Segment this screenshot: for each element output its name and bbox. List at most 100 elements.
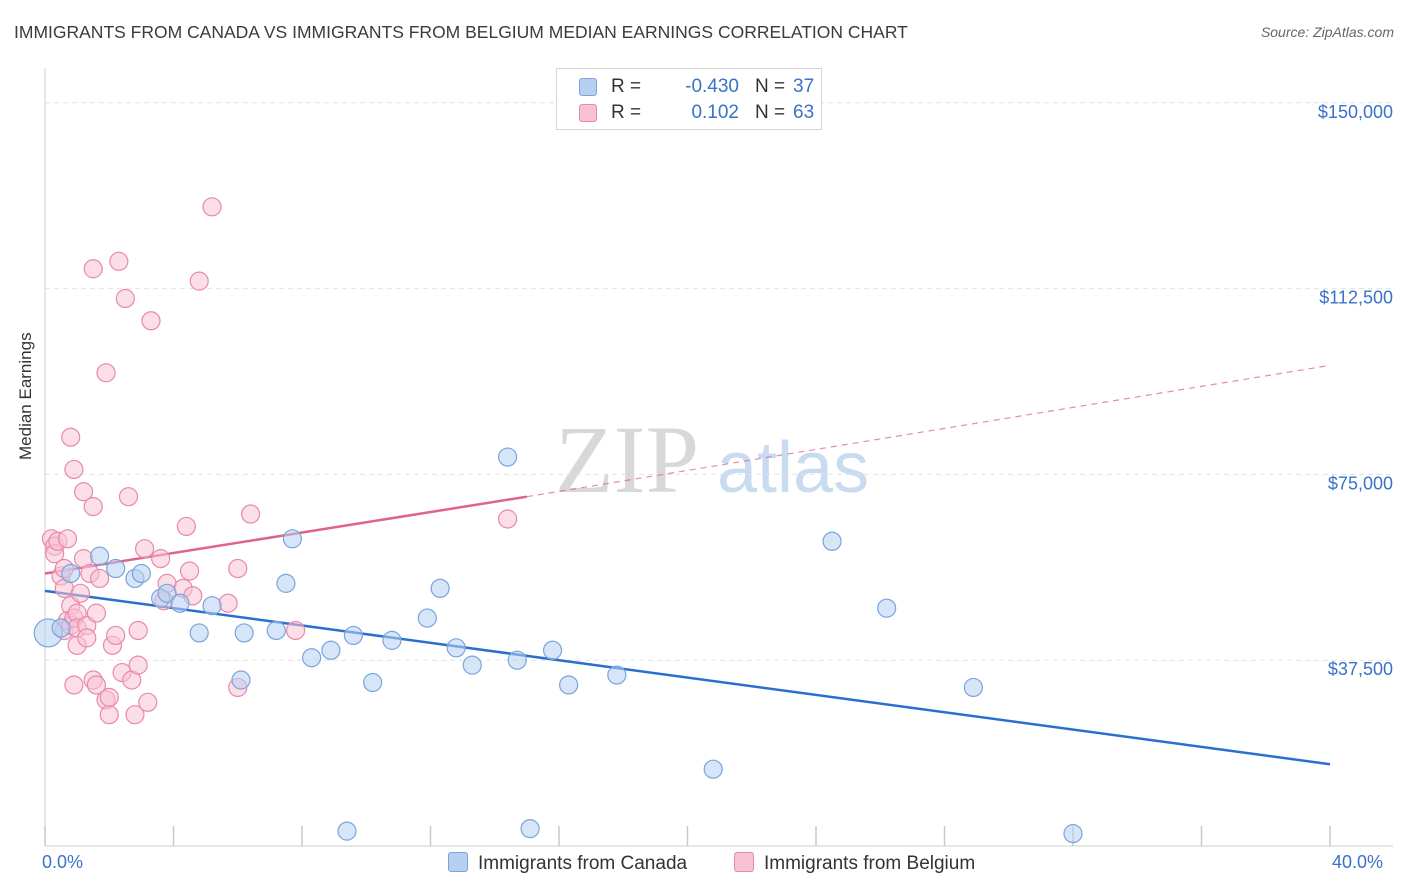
chart-title: IMMIGRANTS FROM CANADA VS IMMIGRANTS FRO… — [14, 22, 908, 42]
point-canada — [90, 546, 110, 566]
y-tick-label: $37,500 — [1328, 659, 1393, 679]
trend-line-belgium-extension — [526, 364, 1331, 498]
point-belgium — [64, 459, 84, 480]
canada-swatch — [579, 78, 597, 96]
point-canada — [498, 447, 518, 467]
point-belgium — [109, 251, 129, 271]
point-canada — [446, 638, 466, 658]
point-canada — [61, 563, 81, 584]
legend-item-canada[interactable]: Immigrants from Canada — [448, 852, 687, 875]
point-canada — [607, 665, 627, 685]
point-canada — [337, 821, 357, 841]
point-belgium — [86, 675, 107, 695]
point-belgium — [138, 692, 158, 712]
n-value: 37 — [793, 76, 815, 97]
grid — [45, 102, 1393, 661]
n-label: N = — [755, 102, 786, 123]
correlation-legend: R = -0.430 N = 37 R = 0.102 N = 63 — [556, 68, 822, 130]
y-tick-label: $112,500 — [1319, 288, 1393, 308]
point-canada — [382, 630, 402, 650]
point-belgium — [106, 625, 126, 646]
watermark: ZIP atlas — [555, 406, 869, 513]
point-canada — [1063, 824, 1083, 844]
legend-label-canada: Immigrants from Canada — [478, 853, 688, 874]
n-value: 63 — [793, 102, 815, 123]
point-belgium — [83, 259, 103, 279]
point-canada — [430, 578, 450, 598]
point-canada — [703, 759, 723, 779]
points-canada — [33, 447, 1083, 844]
point-canada — [202, 596, 222, 616]
legend-item-belgium[interactable]: Immigrants from Belgium — [734, 852, 975, 875]
r-label: R = — [611, 102, 642, 123]
point-canada — [877, 598, 897, 618]
point-canada — [51, 618, 71, 638]
x-tick-max: 40.0% — [1332, 852, 1384, 872]
point-belgium — [218, 593, 238, 613]
point-canada — [231, 670, 251, 690]
point-canada — [157, 583, 177, 603]
r-value: 0.102 — [691, 102, 739, 123]
point-belgium — [228, 558, 248, 579]
trend-line-canada — [44, 589, 1331, 766]
point-canada — [266, 620, 286, 641]
point-canada — [462, 655, 482, 675]
point-belgium — [151, 549, 171, 569]
point-canada — [302, 648, 322, 668]
point-belgium — [115, 288, 135, 309]
point-canada — [507, 650, 527, 670]
point-belgium — [128, 620, 148, 641]
point-canada — [234, 623, 254, 643]
point-belgium — [202, 197, 222, 217]
watermark-zip: ZIP — [555, 406, 699, 513]
point-belgium — [134, 539, 155, 559]
point-belgium — [141, 311, 161, 331]
point-belgium — [77, 628, 97, 648]
y-tick-labels: $37,500 $75,000 $112,500 $150,000 — [1318, 102, 1393, 679]
point-belgium — [179, 561, 200, 581]
point-belgium — [70, 583, 90, 603]
point-canada — [343, 625, 363, 646]
point-canada — [276, 573, 296, 593]
point-canada — [963, 677, 984, 698]
belgium-swatch — [579, 104, 597, 122]
point-belgium — [285, 620, 306, 641]
point-belgium — [90, 568, 110, 589]
point-belgium — [86, 603, 107, 623]
point-belgium — [125, 705, 145, 725]
y-tick-label: $75,000 — [1328, 473, 1393, 493]
point-canada — [417, 608, 437, 628]
point-belgium — [189, 271, 209, 291]
point-canada — [282, 529, 302, 549]
x-tick-min: 0.0% — [42, 852, 84, 872]
point-canada — [559, 675, 579, 695]
point-belgium — [83, 496, 103, 517]
point-canada — [542, 640, 563, 660]
point-belgium — [128, 655, 148, 675]
point-belgium — [64, 675, 84, 695]
r-value: -0.430 — [685, 76, 739, 97]
point-canada — [321, 640, 341, 660]
point-belgium — [99, 687, 119, 707]
point-belgium — [498, 509, 518, 529]
point-belgium — [73, 482, 94, 502]
source-label: Source: ZipAtlas.com — [1260, 24, 1394, 40]
belgium-legend-swatch — [734, 852, 754, 872]
point-canada — [363, 672, 383, 693]
y-tick-label: $150,000 — [1318, 102, 1393, 122]
canada-legend-swatch — [448, 852, 468, 872]
r-label: R = — [611, 76, 642, 97]
watermark-atlas: atlas — [717, 428, 869, 508]
point-canada — [189, 623, 209, 643]
n-label: N = — [755, 76, 786, 97]
point-canada — [520, 819, 540, 839]
y-axis-title: Median Earnings — [16, 332, 35, 460]
point-belgium — [176, 516, 196, 537]
point-canada — [822, 531, 842, 551]
point-belgium — [241, 504, 261, 524]
point-canada — [106, 558, 126, 579]
point-canada — [131, 563, 151, 584]
point-belgium — [99, 705, 119, 725]
point-belgium — [118, 487, 139, 507]
